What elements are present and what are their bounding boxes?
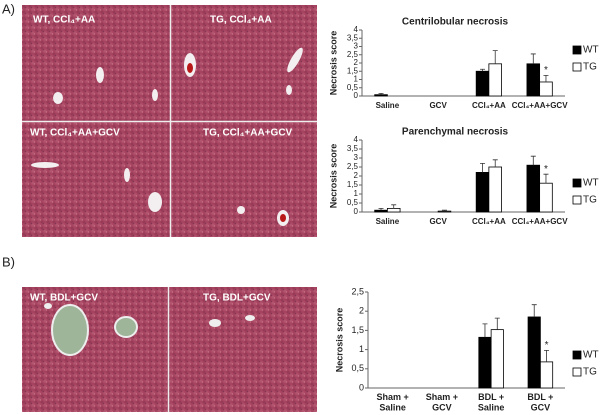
- error-bar: [482, 323, 488, 338]
- y-tick-label: 3,5: [347, 144, 359, 153]
- chart-title: Parenchymal necrosis: [402, 127, 509, 138]
- annotation: *: [544, 164, 548, 175]
- error-bar: [480, 68, 486, 72]
- legend-label: WT: [583, 178, 599, 189]
- bar: [539, 361, 554, 389]
- y-tick-label: 0: [354, 207, 359, 216]
- x-tick-label: BDL + GCV: [527, 392, 553, 412]
- y-axis-title: Necrosis score: [328, 31, 338, 96]
- histology-a: WT, CCl₄+AA TG, CCl₄+AA WT, CCl₄+AA+GCV …: [22, 5, 317, 237]
- bar: [475, 171, 490, 213]
- error-bar: [391, 204, 397, 209]
- error-bar: [544, 349, 550, 362]
- x-tick-label: BDL + Saline: [478, 392, 505, 412]
- y-axis-title: Necrosis score: [328, 144, 338, 209]
- x-tick-label: GCV: [429, 217, 447, 226]
- legend-swatch: [572, 178, 582, 188]
- error-bar: [378, 208, 384, 211]
- y-tick-label: 0: [359, 382, 364, 392]
- y-tick-label: 3: [354, 42, 359, 51]
- x-tick-label: Saline: [376, 217, 400, 226]
- bar: [490, 329, 504, 389]
- y-tick-label: 0: [354, 91, 359, 100]
- error-bar: [492, 50, 498, 64]
- y-tick-label: 2,5: [347, 50, 359, 59]
- x-tick-label: Sham + Saline: [376, 392, 408, 412]
- bar: [478, 336, 492, 389]
- y-tick-label: 2: [359, 306, 364, 316]
- y-tick-label: 3: [354, 153, 359, 162]
- annotation: *: [544, 65, 548, 76]
- legend-label: TG: [583, 367, 597, 378]
- x-tick-label: CCl₄+AA+GCV: [512, 101, 568, 110]
- y-tick-label: 1: [359, 344, 364, 354]
- legend-swatch: [572, 45, 582, 55]
- histology-b: WT, BDL+GCV TG, BDL+GCV: [22, 287, 317, 412]
- y-tick-label: 0,5: [351, 363, 364, 373]
- y-tick-label: 4: [354, 25, 359, 34]
- y-tick-label: 2,5: [347, 162, 359, 171]
- x-tick-label: CCl₄+AA+GCV: [512, 217, 568, 226]
- y-tick-label: 2,5: [351, 286, 364, 296]
- bar: [386, 207, 401, 213]
- chart-title: Centrilobular necrosis: [402, 17, 509, 28]
- error-bar: [480, 163, 486, 173]
- y-tick-label: 1,5: [347, 180, 359, 189]
- x-tick-label: Sham + GCV: [426, 392, 458, 412]
- image-label: TG, BDL+GCV: [203, 293, 271, 304]
- legend-label: TG: [583, 62, 597, 73]
- error-bar: [530, 53, 536, 64]
- legend-label: WT: [583, 350, 599, 361]
- bar: [527, 316, 541, 389]
- y-tick-label: 2: [354, 171, 359, 180]
- bar: [374, 209, 388, 213]
- annotation: *: [545, 340, 549, 351]
- y-tick-label: 0,5: [347, 198, 359, 207]
- bar: [539, 81, 553, 97]
- bar: [374, 94, 388, 97]
- y-tick-label: 1,5: [351, 325, 364, 335]
- error-bar: [378, 92, 384, 95]
- y-tick-label: 2: [354, 58, 359, 67]
- image-label: TG, CCl₄+AA+GCV: [203, 128, 293, 139]
- panel-label: B): [2, 254, 15, 269]
- x-tick-label: CCl₄+AA: [472, 101, 506, 110]
- error-bar: [543, 74, 549, 82]
- x-tick-label: Saline: [376, 101, 400, 110]
- error-bar: [492, 159, 498, 167]
- image-label: WT, CCl₄+AA+GCV: [30, 128, 120, 139]
- y-tick-label: 3,5: [347, 33, 359, 42]
- bar: [475, 70, 490, 97]
- legend-swatch: [572, 62, 582, 72]
- y-tick-label: 4: [354, 135, 359, 144]
- y-tick-label: 1: [354, 189, 359, 198]
- error-bar: [543, 173, 549, 184]
- x-tick-label: CCl₄+AA: [472, 217, 506, 226]
- bar: [488, 166, 502, 213]
- image-label: TG, CCl₄+AA: [210, 15, 272, 26]
- image-label: WT, BDL+GCV: [30, 293, 98, 304]
- legend-swatch: [572, 195, 582, 205]
- bar: [539, 182, 553, 213]
- x-tick-label: GCV: [429, 101, 447, 110]
- legend-label: TG: [583, 195, 597, 206]
- error-bar: [530, 155, 536, 166]
- bar: [526, 63, 541, 97]
- legend-label: WT: [583, 45, 599, 56]
- y-tick-label: 1: [354, 75, 359, 84]
- legend-swatch: [572, 367, 582, 377]
- y-tick-label: 1,5: [347, 66, 359, 75]
- bar: [488, 63, 502, 97]
- panel-label: A): [2, 1, 15, 16]
- y-tick-label: 0,5: [347, 83, 359, 92]
- bar: [526, 164, 541, 213]
- image-label: WT, CCl₄+AA: [33, 15, 95, 26]
- error-bar: [441, 209, 447, 212]
- bar: [437, 210, 452, 213]
- error-bar: [494, 317, 500, 330]
- error-bar: [531, 304, 537, 317]
- y-axis-title: Necrosis score: [334, 308, 344, 373]
- legend-swatch: [572, 350, 582, 360]
